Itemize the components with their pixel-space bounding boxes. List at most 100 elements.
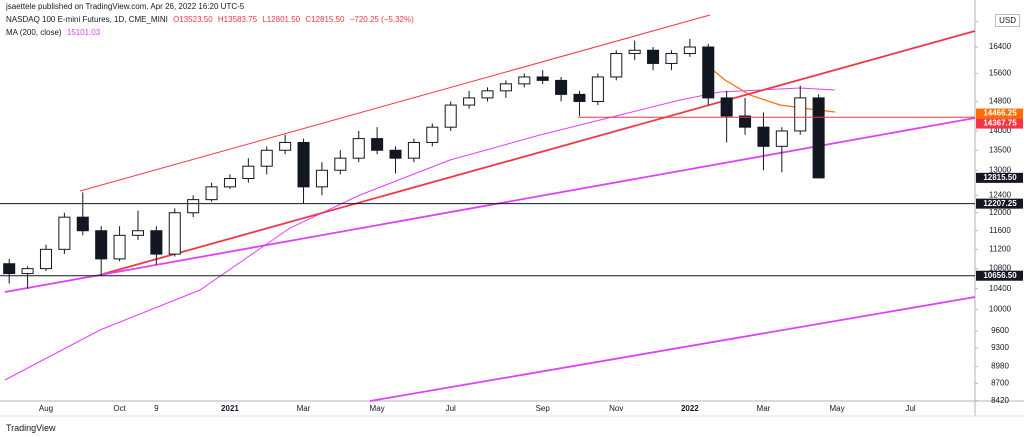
candle-body <box>757 126 770 147</box>
candle-body <box>352 138 365 159</box>
y-tick-label: 9300 <box>991 343 1009 352</box>
candle-body <box>260 149 273 167</box>
candle-body <box>499 83 512 92</box>
candle-body <box>665 53 678 64</box>
x-tick-label: 9 <box>154 404 159 413</box>
y-tick-label: 8420 <box>991 396 1009 405</box>
x-tick-label: Mar <box>297 404 311 413</box>
candles <box>3 38 825 289</box>
y-tick-label: 14000 <box>989 126 1012 135</box>
candle-body <box>536 76 549 81</box>
candle-body <box>794 97 807 132</box>
candle-body <box>389 149 402 159</box>
candle-body <box>407 141 420 159</box>
candle-body <box>812 97 825 179</box>
x-tick-label: May <box>370 404 385 413</box>
candle-body <box>113 234 126 260</box>
indicator-value: 15101.03 <box>66 28 101 37</box>
candle-body <box>3 263 16 275</box>
candle-body <box>610 53 623 78</box>
moving-average-line <box>4 87 836 381</box>
upper-channel-line <box>79 14 711 192</box>
x-tick-label: Oct <box>113 404 126 413</box>
y-tick-label: 10000 <box>989 305 1012 314</box>
currency-button[interactable]: USD <box>995 14 1020 27</box>
candle-body <box>555 79 568 95</box>
y-tick-label: 8700 <box>991 378 1009 387</box>
level-label: 12207.25 <box>983 199 1017 208</box>
candle-body <box>21 268 34 275</box>
x-tick-label: Nov <box>609 404 623 413</box>
level-label: 14466.25 <box>983 109 1017 118</box>
candle-body <box>573 93 586 102</box>
x-tick-label: Aug <box>39 404 53 413</box>
candle-body <box>187 199 200 214</box>
y-tick-label: 10400 <box>989 284 1012 293</box>
y-tick-label: 13500 <box>989 145 1012 154</box>
candle-body <box>95 230 108 260</box>
indicator-line: MA (200, close) 15101.03 <box>6 28 103 37</box>
level-tag <box>976 118 1023 129</box>
candle-body <box>297 141 310 188</box>
y-tick-label: 12000 <box>989 208 1012 217</box>
level-tag <box>976 270 1023 281</box>
candle-body <box>205 186 218 201</box>
ohlc-close: C12815.50 <box>305 15 345 24</box>
x-tick-label: Jul <box>905 404 915 413</box>
candle-body <box>702 46 715 99</box>
level-tag <box>976 198 1023 209</box>
brand: TradingView <box>6 423 56 433</box>
candle-body <box>426 126 439 143</box>
y-tick-label: 14800 <box>989 97 1012 106</box>
publisher: jsaettele published on TradingView.com, … <box>6 2 245 11</box>
candle-body <box>444 104 457 128</box>
x-tick-label: May <box>829 404 844 413</box>
x-tick-label: Jul <box>446 404 456 413</box>
candle-body <box>683 46 696 55</box>
lower-magenta-trendline <box>369 296 976 402</box>
x-tick-label: 2022 <box>681 404 699 413</box>
x-tick-label: 2021 <box>221 404 239 413</box>
drawings <box>4 14 976 402</box>
level-tag <box>976 172 1023 183</box>
ohlc-high: H13583.75 <box>217 15 258 24</box>
ohlc-open: O13523.50 <box>173 15 213 24</box>
y-tick-label: 10800 <box>989 264 1012 273</box>
level-tag <box>976 108 1023 119</box>
y-tick-label: 11600 <box>989 226 1011 235</box>
ohlc-low: L12801.50 <box>262 15 301 24</box>
candle-body <box>58 216 71 250</box>
candle-body <box>628 49 641 55</box>
candle-body <box>775 130 788 147</box>
candle-body <box>150 230 163 255</box>
candle-body <box>39 248 53 270</box>
candle-body <box>223 177 236 188</box>
indicator: MA (200, close) <box>6 28 62 37</box>
candle-body <box>334 157 347 171</box>
candle-body <box>481 90 494 99</box>
ohlc-change: −720.25 (−5.32%) <box>349 15 414 24</box>
y-tick-label: 15600 <box>989 69 1012 78</box>
candle-body <box>720 97 733 117</box>
symbol: NASDAQ 100 E-mini Futures, 1D, CME_MINI <box>6 15 168 24</box>
candle-body <box>371 138 384 151</box>
candle-body <box>518 76 531 85</box>
level-label: 14367.75 <box>983 119 1017 128</box>
magenta-trendline <box>4 117 976 293</box>
y-tick-label: 11200 <box>989 244 1011 253</box>
candle-body <box>131 230 144 236</box>
candle-body <box>315 169 328 188</box>
y-tick-label: 13000 <box>989 165 1012 174</box>
candle-body <box>647 49 660 64</box>
x-tick-label: Sep <box>536 404 551 413</box>
candle-body <box>591 76 604 102</box>
candle-body <box>463 97 476 106</box>
level-label: 10656.50 <box>983 271 1017 280</box>
y-tick-label: 12400 <box>989 190 1012 199</box>
x-tick-label: Mar <box>757 404 771 413</box>
y-tick-label: 8980 <box>991 362 1009 371</box>
red-trendline <box>102 30 976 275</box>
symbol-line: NASDAQ 100 E-mini Futures, 1D, CME_MINI … <box>6 15 417 24</box>
